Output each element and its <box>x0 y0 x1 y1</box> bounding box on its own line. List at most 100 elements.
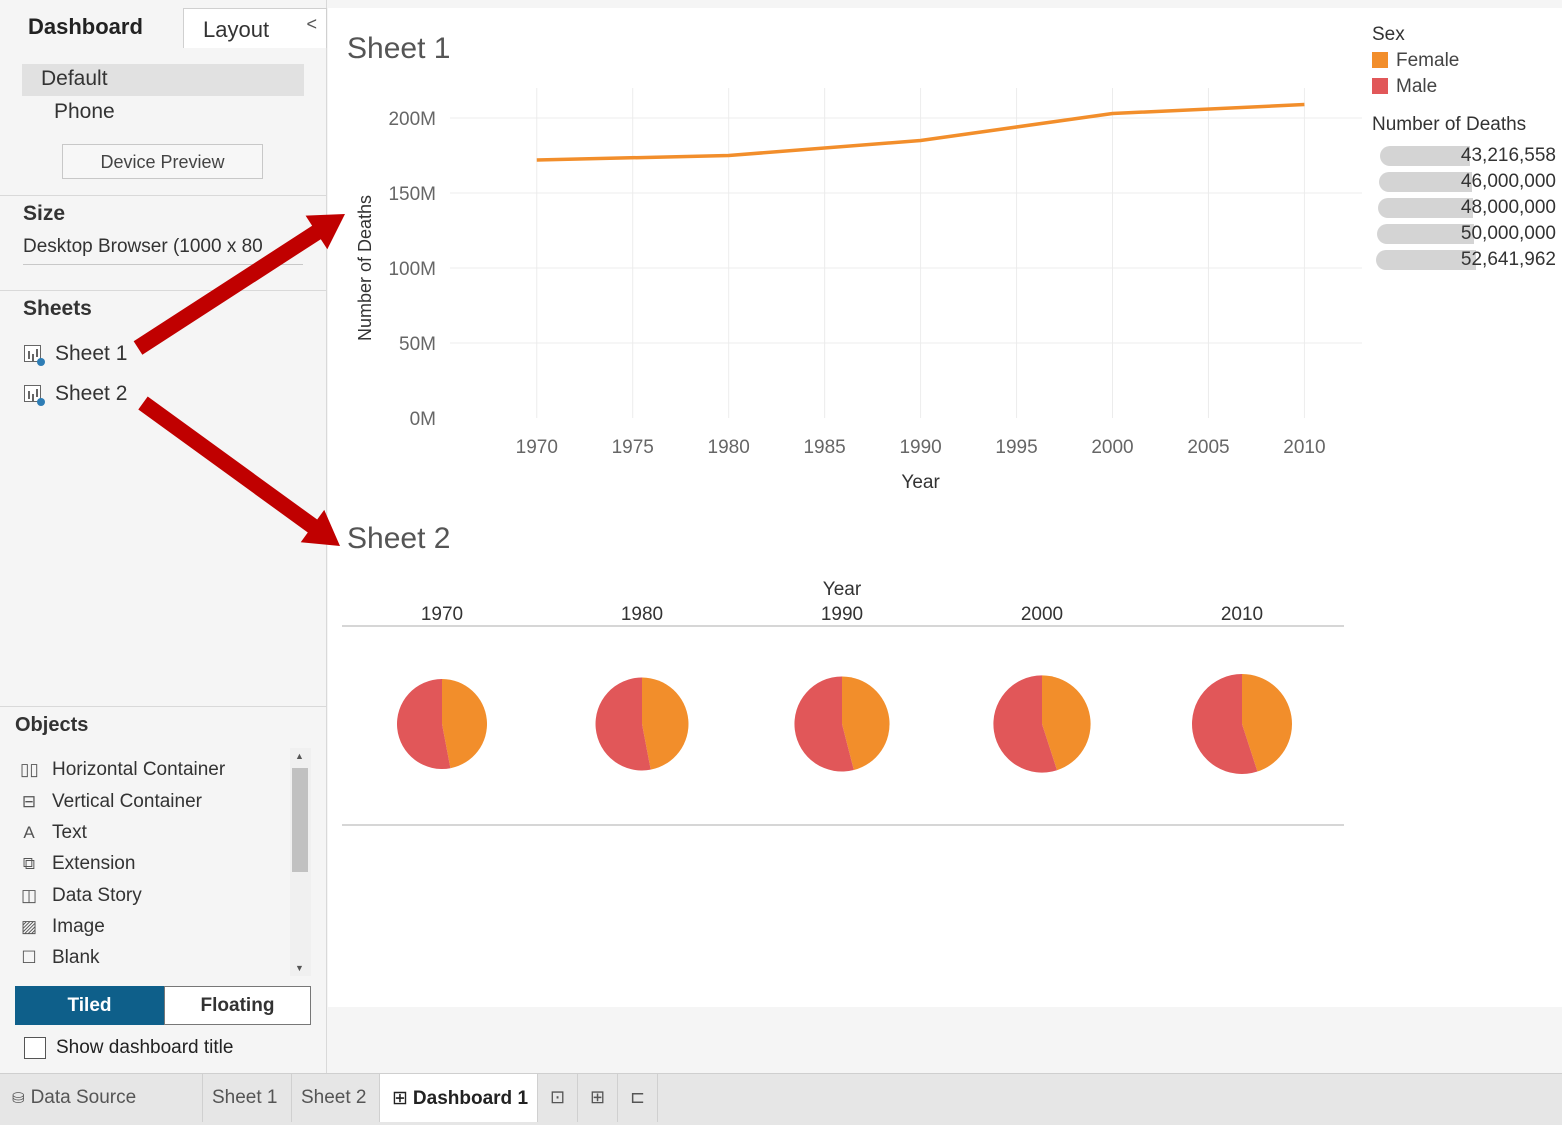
x-tick-label: 2000 <box>1091 437 1133 458</box>
device-option-default[interactable]: Default <box>22 64 304 96</box>
scrollbar-thumb[interactable] <box>292 768 308 872</box>
objects-scrollbar[interactable]: ▲ ▼ <box>290 748 311 976</box>
object-label: Image <box>52 916 105 937</box>
divider <box>0 706 327 707</box>
sheet-label: Sheet 1 <box>55 342 128 365</box>
size-legend-row: 46,000,000 <box>1372 168 1562 194</box>
dashboard-sidebar: Dashboard Layout < Default Phone Device … <box>0 0 327 1073</box>
tab-dashboard[interactable]: Dashboard <box>0 0 183 48</box>
x-axis-title: Year <box>901 472 940 493</box>
show-title-checkbox[interactable] <box>24 1037 46 1059</box>
series-line-female[interactable] <box>536 102 1305 162</box>
sidebar-sheet-1[interactable]: Sheet 1 <box>24 342 127 366</box>
floating-button[interactable]: Floating <box>164 986 311 1025</box>
size-dropdown[interactable]: Desktop Browser (1000 x 80 <box>23 236 303 265</box>
pie-slice-male[interactable] <box>993 675 1058 773</box>
sidebar-sheet-2[interactable]: Sheet 2 <box>24 382 127 406</box>
new-dashboard-icon[interactable]: ⊞ <box>578 1074 618 1122</box>
x-tick-label: 1970 <box>516 437 558 458</box>
size-legend-bar <box>1377 198 1474 218</box>
tab-sheet-2[interactable]: Sheet 2 <box>292 1074 380 1122</box>
pie-chart-grid[interactable]: Year 1970 1980 1990 2000 2010 <box>340 575 1350 835</box>
object-label: Blank <box>52 947 100 968</box>
object-text[interactable]: A Text <box>20 822 87 844</box>
show-title-label: Show dashboard title <box>56 1037 234 1058</box>
size-legend-bar <box>1380 146 1470 166</box>
new-worksheet-icon[interactable]: ⊡ <box>538 1074 578 1122</box>
object-vertical-container[interactable]: ⊟ Vertical Container <box>20 791 202 813</box>
pie-slice-male[interactable] <box>397 679 451 769</box>
legend-label: Female <box>1396 50 1460 71</box>
legend-item-male[interactable]: Male <box>1372 76 1562 98</box>
object-extension[interactable]: ⧉ Extension <box>20 853 136 875</box>
tab-label: Data Source <box>30 1087 137 1108</box>
pie-slice-male[interactable] <box>595 677 651 771</box>
pie-slice-female[interactable] <box>442 679 487 769</box>
year-column-header: Year <box>823 579 862 600</box>
pie-slice-male[interactable] <box>794 676 854 772</box>
size-legend-bar <box>1377 224 1475 244</box>
scroll-down-icon[interactable]: ▼ <box>295 963 304 973</box>
sex-legend: Sex Female Male <box>1372 24 1562 98</box>
dashboard-canvas <box>328 8 1562 1007</box>
sidebar-tabbar: Dashboard Layout < <box>0 0 327 48</box>
new-story-icon[interactable]: ⊏ <box>618 1074 658 1122</box>
y-tick-label: 100M <box>388 259 436 280</box>
size-legend-row: 52,641,962 <box>1372 246 1562 272</box>
scroll-up-icon[interactable]: ▲ <box>295 751 304 761</box>
sheet-label: Sheet 2 <box>55 382 128 405</box>
object-image[interactable]: ▨ Image <box>20 916 105 938</box>
size-legend-value: 48,000,000 <box>1460 197 1556 218</box>
device-option-phone[interactable]: Phone <box>54 100 115 123</box>
size-legend-value: 43,216,558 <box>1460 145 1556 166</box>
tab-layout[interactable]: Layout <box>183 8 327 48</box>
size-legend-bar <box>1378 172 1472 192</box>
object-data-story[interactable]: ◫ Data Story <box>20 885 142 907</box>
pie-slice-female[interactable] <box>642 677 689 770</box>
bottom-tab-strip: ⛁ Data Source Sheet 1 Sheet 2 ⊞ Dashboard … <box>0 1073 1562 1125</box>
sheet2-title: Sheet 2 <box>347 522 451 555</box>
tab-sheet-1[interactable]: Sheet 1 <box>203 1074 292 1122</box>
tiled-button[interactable]: Tiled <box>15 986 164 1025</box>
year-header-label: 1980 <box>621 604 663 625</box>
x-tick-label: 2010 <box>1283 437 1325 458</box>
object-blank[interactable]: ☐ Blank <box>20 947 100 969</box>
size-legend-row: 48,000,000 <box>1372 194 1562 220</box>
extension-icon: ⧉ <box>22 854 36 873</box>
pie-slice-male[interactable] <box>1192 674 1258 774</box>
size-legend-value: 50,000,000 <box>1460 223 1556 244</box>
size-legend-row: 50,000,000 <box>1372 220 1562 246</box>
tab-dashboard-1[interactable]: ⊞ Dashboard 1 <box>380 1074 538 1122</box>
size-legend-bar <box>1376 250 1476 270</box>
y-tick-label: 200M <box>388 109 436 130</box>
pie-slice-female[interactable] <box>1242 674 1292 772</box>
male-swatch <box>1372 78 1388 94</box>
size-legend-title: Number of Deaths <box>1372 114 1527 135</box>
vertical-container-icon: ⊟ <box>21 792 37 811</box>
divider <box>0 195 327 196</box>
data-story-icon: ◫ <box>20 886 38 905</box>
pie-slice-female[interactable] <box>1042 675 1091 771</box>
database-icon: ⛁ <box>12 1090 25 1107</box>
pie-slice-female[interactable] <box>842 676 890 771</box>
object-label: Extension <box>52 853 136 874</box>
blank-icon: ☐ <box>21 948 37 967</box>
line-chart[interactable]: 1970 1975 1980 1985 1990 1995 2000 2005 2010 0M 50… <box>340 80 1370 500</box>
year-header-label: 2000 <box>1021 604 1063 625</box>
object-label: Horizontal Container <box>52 759 226 780</box>
object-horizontal-container[interactable]: ▯▯ Horizontal Container <box>20 759 225 781</box>
x-tick-label: 1980 <box>708 437 750 458</box>
worksheet-icon <box>24 385 45 406</box>
y-tick-label: 0M <box>410 409 436 430</box>
size-legend-value: 46,000,000 <box>1460 171 1556 192</box>
legend-item-female[interactable]: Female <box>1372 50 1562 72</box>
tab-data-source[interactable]: ⛁ Data Source <box>0 1074 203 1122</box>
object-label: Text <box>52 822 87 843</box>
year-header-label: 1970 <box>421 604 463 625</box>
collapse-sidebar-icon[interactable]: < <box>306 14 317 34</box>
text-icon: A <box>23 823 35 842</box>
legend-label: Male <box>1396 76 1438 97</box>
year-header-label: 2010 <box>1221 604 1263 625</box>
device-preview-button[interactable]: Device Preview <box>62 144 263 179</box>
